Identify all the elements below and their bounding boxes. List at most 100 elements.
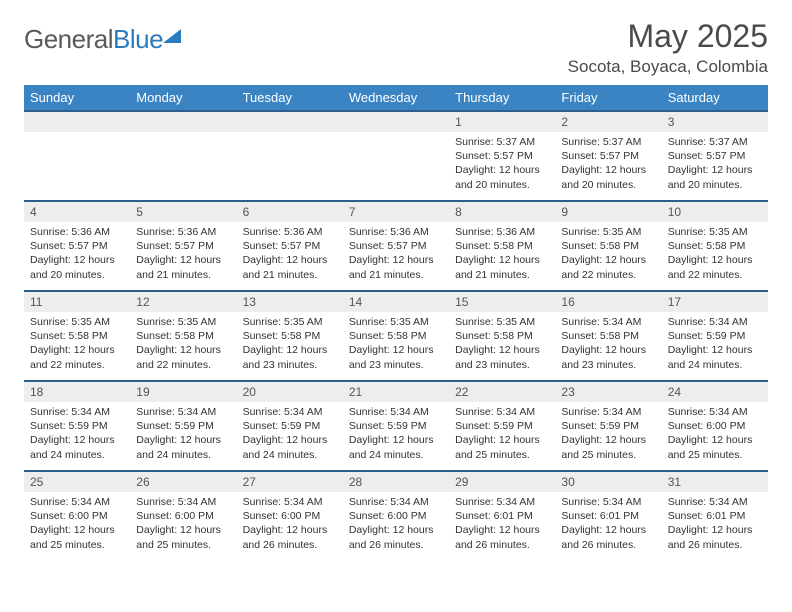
day-details: Sunrise: 5:37 AMSunset: 5:57 PMDaylight:… — [555, 132, 661, 196]
weekday-header: Monday — [130, 85, 236, 111]
day-number: 12 — [130, 292, 236, 312]
calendar-table: SundayMondayTuesdayWednesdayThursdayFrid… — [24, 85, 768, 561]
day-number: 5 — [130, 202, 236, 222]
calendar-day-cell: 27Sunrise: 5:34 AMSunset: 6:00 PMDayligh… — [237, 471, 343, 561]
calendar-day-cell: 8Sunrise: 5:36 AMSunset: 5:58 PMDaylight… — [449, 201, 555, 291]
weekday-header: Sunday — [24, 85, 130, 111]
day-number: 15 — [449, 292, 555, 312]
calendar-day-cell: 21Sunrise: 5:34 AMSunset: 5:59 PMDayligh… — [343, 381, 449, 471]
day-details: Sunrise: 5:36 AMSunset: 5:57 PMDaylight:… — [237, 222, 343, 286]
brand-logo: GeneralBlue — [24, 18, 181, 55]
day-details: Sunrise: 5:34 AMSunset: 6:00 PMDaylight:… — [343, 492, 449, 556]
day-number: 21 — [343, 382, 449, 402]
day-number: 17 — [662, 292, 768, 312]
day-details: Sunrise: 5:34 AMSunset: 6:01 PMDaylight:… — [662, 492, 768, 556]
day-details: Sunrise: 5:34 AMSunset: 5:59 PMDaylight:… — [449, 402, 555, 466]
calendar-day-cell: 13Sunrise: 5:35 AMSunset: 5:58 PMDayligh… — [237, 291, 343, 381]
day-details: Sunrise: 5:35 AMSunset: 5:58 PMDaylight:… — [237, 312, 343, 376]
day-number: 10 — [662, 202, 768, 222]
calendar-day-cell: 20Sunrise: 5:34 AMSunset: 5:59 PMDayligh… — [237, 381, 343, 471]
day-details: Sunrise: 5:34 AMSunset: 5:59 PMDaylight:… — [237, 402, 343, 466]
calendar-day-cell: 18Sunrise: 5:34 AMSunset: 5:59 PMDayligh… — [24, 381, 130, 471]
day-number: 8 — [449, 202, 555, 222]
title-block: May 2025 Socota, Boyaca, Colombia — [568, 18, 768, 77]
calendar-day-cell: 15Sunrise: 5:35 AMSunset: 5:58 PMDayligh… — [449, 291, 555, 381]
day-number — [24, 112, 130, 132]
weekday-header-row: SundayMondayTuesdayWednesdayThursdayFrid… — [24, 85, 768, 111]
day-details: Sunrise: 5:34 AMSunset: 5:59 PMDaylight:… — [343, 402, 449, 466]
calendar-day-cell: 31Sunrise: 5:34 AMSunset: 6:01 PMDayligh… — [662, 471, 768, 561]
calendar-day-cell: 2Sunrise: 5:37 AMSunset: 5:57 PMDaylight… — [555, 111, 661, 201]
location-text: Socota, Boyaca, Colombia — [568, 57, 768, 77]
calendar-day-cell: 12Sunrise: 5:35 AMSunset: 5:58 PMDayligh… — [130, 291, 236, 381]
calendar-day-cell: 16Sunrise: 5:34 AMSunset: 5:58 PMDayligh… — [555, 291, 661, 381]
day-number: 2 — [555, 112, 661, 132]
calendar-day-cell: 26Sunrise: 5:34 AMSunset: 6:00 PMDayligh… — [130, 471, 236, 561]
month-title: May 2025 — [568, 18, 768, 55]
calendar-week-row: 25Sunrise: 5:34 AMSunset: 6:00 PMDayligh… — [24, 471, 768, 561]
day-number — [237, 112, 343, 132]
weekday-header: Tuesday — [237, 85, 343, 111]
weekday-header: Thursday — [449, 85, 555, 111]
calendar-day-cell: 14Sunrise: 5:35 AMSunset: 5:58 PMDayligh… — [343, 291, 449, 381]
calendar-week-row: 1Sunrise: 5:37 AMSunset: 5:57 PMDaylight… — [24, 111, 768, 201]
day-number: 24 — [662, 382, 768, 402]
day-details: Sunrise: 5:37 AMSunset: 5:57 PMDaylight:… — [449, 132, 555, 196]
day-details: Sunrise: 5:35 AMSunset: 5:58 PMDaylight:… — [555, 222, 661, 286]
calendar-day-cell: 6Sunrise: 5:36 AMSunset: 5:57 PMDaylight… — [237, 201, 343, 291]
day-number: 31 — [662, 472, 768, 492]
calendar-day-cell: 1Sunrise: 5:37 AMSunset: 5:57 PMDaylight… — [449, 111, 555, 201]
day-details: Sunrise: 5:34 AMSunset: 5:59 PMDaylight:… — [555, 402, 661, 466]
calendar-day-cell: 3Sunrise: 5:37 AMSunset: 5:57 PMDaylight… — [662, 111, 768, 201]
day-number: 23 — [555, 382, 661, 402]
calendar-day-cell — [237, 111, 343, 201]
day-details: Sunrise: 5:36 AMSunset: 5:57 PMDaylight:… — [24, 222, 130, 286]
brand-part2: Blue — [113, 24, 163, 54]
day-number: 30 — [555, 472, 661, 492]
day-details: Sunrise: 5:35 AMSunset: 5:58 PMDaylight:… — [343, 312, 449, 376]
day-number: 27 — [237, 472, 343, 492]
day-number: 4 — [24, 202, 130, 222]
day-number: 3 — [662, 112, 768, 132]
day-details: Sunrise: 5:36 AMSunset: 5:57 PMDaylight:… — [343, 222, 449, 286]
day-number: 13 — [237, 292, 343, 312]
calendar-day-cell: 17Sunrise: 5:34 AMSunset: 5:59 PMDayligh… — [662, 291, 768, 381]
day-number: 14 — [343, 292, 449, 312]
weekday-header: Saturday — [662, 85, 768, 111]
calendar-day-cell: 23Sunrise: 5:34 AMSunset: 5:59 PMDayligh… — [555, 381, 661, 471]
day-details: Sunrise: 5:36 AMSunset: 5:58 PMDaylight:… — [449, 222, 555, 286]
calendar-week-row: 4Sunrise: 5:36 AMSunset: 5:57 PMDaylight… — [24, 201, 768, 291]
day-details: Sunrise: 5:36 AMSunset: 5:57 PMDaylight:… — [130, 222, 236, 286]
day-details: Sunrise: 5:34 AMSunset: 6:00 PMDaylight:… — [237, 492, 343, 556]
calendar-day-cell: 9Sunrise: 5:35 AMSunset: 5:58 PMDaylight… — [555, 201, 661, 291]
day-number: 22 — [449, 382, 555, 402]
day-number: 20 — [237, 382, 343, 402]
calendar-day-cell: 10Sunrise: 5:35 AMSunset: 5:58 PMDayligh… — [662, 201, 768, 291]
day-details: Sunrise: 5:34 AMSunset: 6:00 PMDaylight:… — [130, 492, 236, 556]
day-details: Sunrise: 5:34 AMSunset: 6:00 PMDaylight:… — [24, 492, 130, 556]
calendar-day-cell — [343, 111, 449, 201]
day-details: Sunrise: 5:34 AMSunset: 5:58 PMDaylight:… — [555, 312, 661, 376]
day-number — [343, 112, 449, 132]
day-number: 19 — [130, 382, 236, 402]
calendar-day-cell: 29Sunrise: 5:34 AMSunset: 6:01 PMDayligh… — [449, 471, 555, 561]
calendar-day-cell: 22Sunrise: 5:34 AMSunset: 5:59 PMDayligh… — [449, 381, 555, 471]
calendar-day-cell: 5Sunrise: 5:36 AMSunset: 5:57 PMDaylight… — [130, 201, 236, 291]
day-details: Sunrise: 5:34 AMSunset: 6:01 PMDaylight:… — [449, 492, 555, 556]
calendar-day-cell: 19Sunrise: 5:34 AMSunset: 5:59 PMDayligh… — [130, 381, 236, 471]
weekday-header: Wednesday — [343, 85, 449, 111]
day-number: 29 — [449, 472, 555, 492]
brand-text: GeneralBlue — [24, 24, 163, 55]
day-number: 16 — [555, 292, 661, 312]
calendar-week-row: 18Sunrise: 5:34 AMSunset: 5:59 PMDayligh… — [24, 381, 768, 471]
calendar-day-cell: 30Sunrise: 5:34 AMSunset: 6:01 PMDayligh… — [555, 471, 661, 561]
day-number: 11 — [24, 292, 130, 312]
day-number: 25 — [24, 472, 130, 492]
day-number: 7 — [343, 202, 449, 222]
day-number: 26 — [130, 472, 236, 492]
day-details: Sunrise: 5:37 AMSunset: 5:57 PMDaylight:… — [662, 132, 768, 196]
calendar-body: 1Sunrise: 5:37 AMSunset: 5:57 PMDaylight… — [24, 111, 768, 561]
day-details: Sunrise: 5:35 AMSunset: 5:58 PMDaylight:… — [662, 222, 768, 286]
day-details: Sunrise: 5:34 AMSunset: 5:59 PMDaylight:… — [662, 312, 768, 376]
brand-part1: General — [24, 24, 113, 54]
